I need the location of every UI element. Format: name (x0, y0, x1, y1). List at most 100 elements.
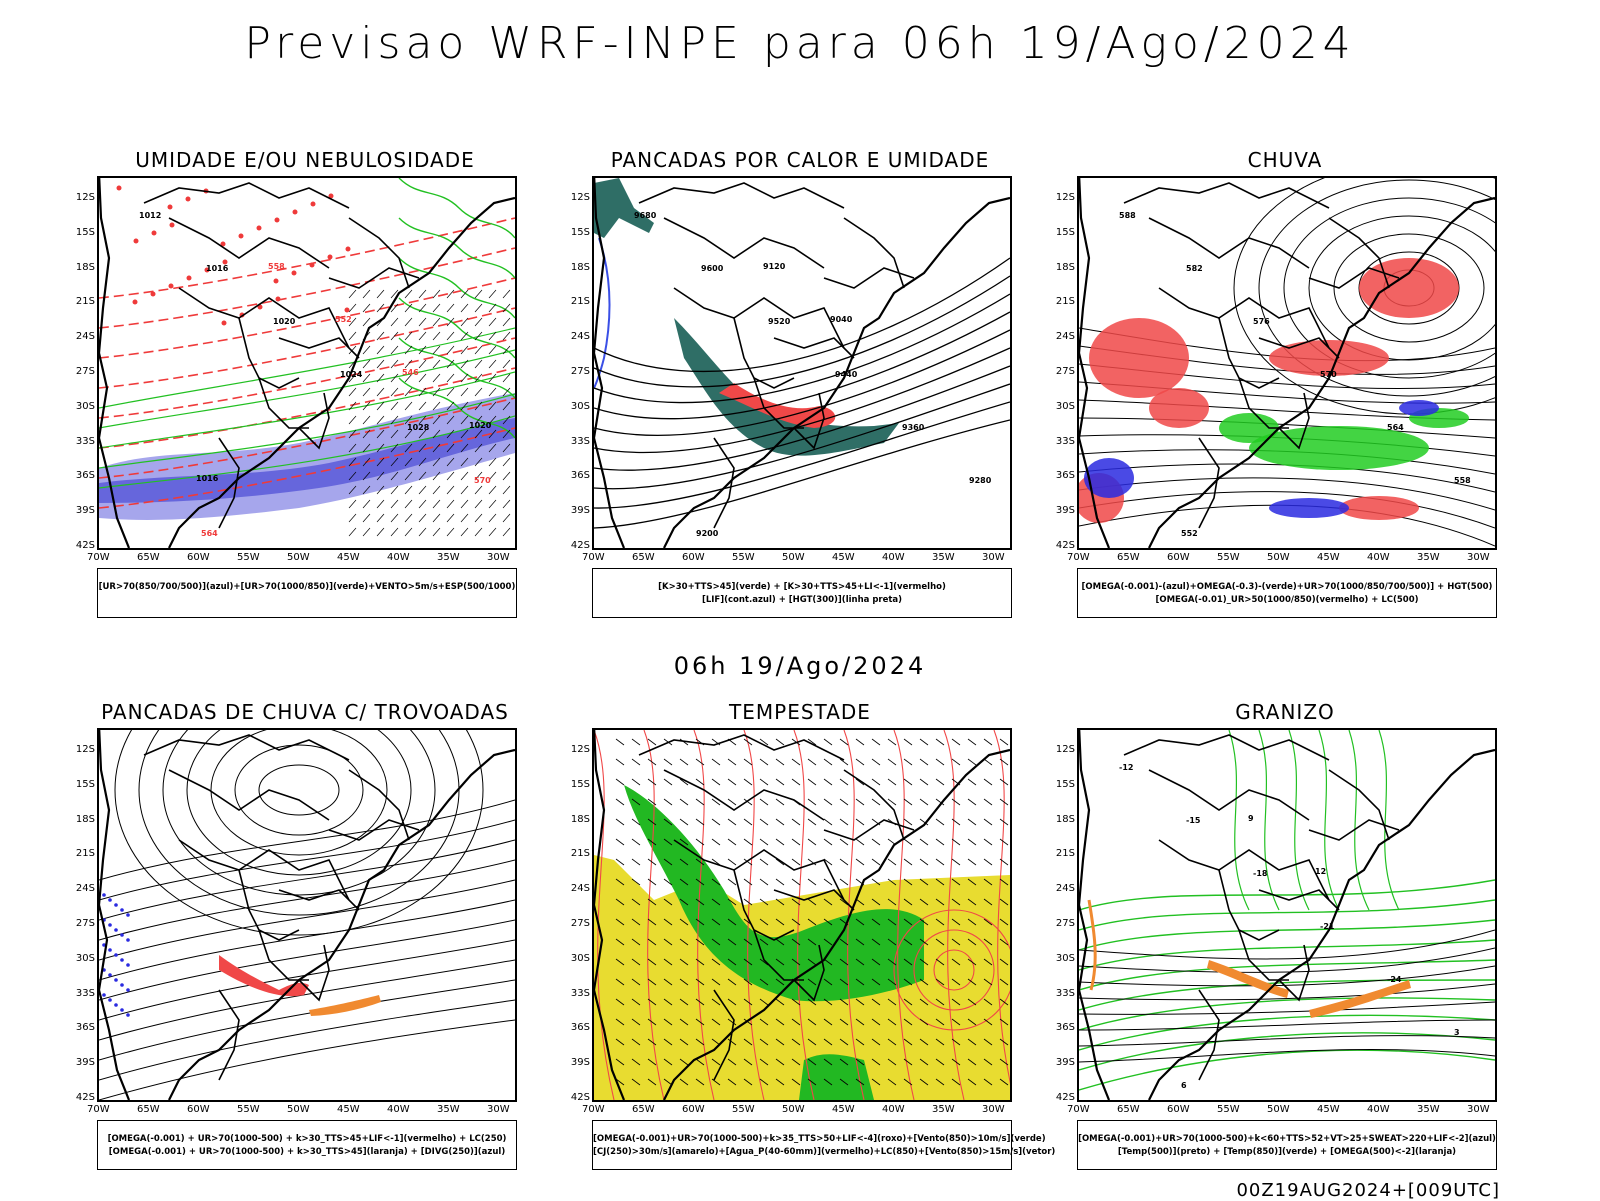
lon-tick-label: 45W (832, 552, 855, 563)
lon-tick-label: 30W (982, 1104, 1005, 1115)
lat-tick-label: 39S (1055, 505, 1075, 517)
contour-label: 1020 (273, 317, 296, 326)
contour-label: 570 (474, 476, 491, 485)
lon-tick-label: 30W (487, 1104, 510, 1115)
contour-label: 1024 (340, 370, 363, 379)
legend-line: [CJ(250)>30m/s](amarelo)+[Agua_P(40-60mm… (593, 1147, 1056, 1157)
lon-tick-label: 45W (1317, 552, 1340, 563)
contour-label: 1012 (139, 211, 161, 220)
legend-line: [LIF](cont.azul) + [HGT(300)](linha pret… (701, 595, 903, 605)
map-frame (97, 728, 517, 1102)
lat-tick-label: 30S (1055, 400, 1075, 412)
panel-title: TEMPESTADE (729, 700, 871, 724)
map-frame: 9680 9600 9520 9440 9360 9280 9200 9120 9040 (592, 176, 1012, 550)
contour-label: 9680 (634, 211, 657, 220)
lon-tick-label: 30W (487, 552, 510, 563)
lon-tick-label: 45W (1317, 1104, 1340, 1115)
lon-tick-label: 40W (387, 1104, 410, 1115)
contour-label: 576 (1253, 317, 1270, 326)
lat-tick-label: 36S (1055, 1022, 1075, 1034)
lat-tick-label: 33S (75, 435, 95, 447)
panel-title: GRANIZO (1235, 700, 1335, 724)
legend-line: [OMEGA(-0.001)+UR>70(1000-500)+k<60+TTS>… (1078, 1134, 1496, 1144)
lat-tick-label: 27S (75, 918, 95, 929)
contour-label: 552 (335, 315, 352, 324)
lon-tick-label: 65W (1117, 1104, 1140, 1115)
lon-tick-label: 50W (782, 552, 805, 563)
contour-label: 1020 (469, 421, 492, 430)
lat-tick-label: 39S (1055, 1057, 1075, 1069)
lon-tick-label: 70W (87, 1104, 110, 1115)
lat-tick-label: 18S (1055, 813, 1075, 825)
lon-tick-label: 70W (582, 552, 605, 563)
contour-label: -12 (1119, 763, 1133, 772)
contour-label: 1016 (196, 474, 219, 483)
lon-tick-label: 40W (1367, 552, 1390, 563)
lat-tick-label: 24S (1055, 883, 1075, 895)
contour-label: 9 (1248, 814, 1254, 823)
lat-tick-label: 36S (570, 1022, 590, 1034)
lat-tick-label: 24S (570, 883, 590, 895)
lat-tick-label: 39S (570, 505, 590, 517)
lat-tick-label: 33S (1055, 435, 1075, 447)
contour-label: 588 (1119, 211, 1136, 220)
lat-tick-label: 30S (570, 952, 590, 964)
lat-tick-label: 33S (75, 987, 95, 999)
lat-tick-label: 12S (570, 192, 590, 203)
lon-tick-label: 35W (932, 1104, 955, 1115)
lon-tick-label: 70W (87, 552, 110, 563)
lon-tick-label: 50W (782, 1104, 805, 1115)
lat-tick-label: 18S (75, 813, 95, 825)
map-plot: 588 582 576 570 564 558 552 (1079, 178, 1495, 548)
panel-legend: [K>30+TTS>45](verde) + [K>30+TTS>45+LI<-… (592, 568, 1012, 618)
lon-tick-label: 65W (632, 552, 655, 563)
legend-line: [OMEGA(-0.001)+UR>70(1000-500)+k>35_TTS>… (593, 1134, 1046, 1144)
lat-tick-label: 39S (75, 1057, 95, 1069)
lat-tick-label: 15S (1055, 226, 1075, 238)
lat-tick-label: 15S (570, 778, 590, 790)
lat-tick-label: 27S (1055, 918, 1075, 929)
lon-tick-label: 55W (237, 1104, 260, 1115)
contour-label: 546 (402, 368, 419, 377)
lat-tick-label: 21S (75, 296, 95, 308)
lon-tick-label: 65W (1117, 552, 1140, 563)
lat-tick-label: 30S (75, 400, 95, 412)
lat-tick-label: 21S (570, 296, 590, 308)
panel-legend: [UR>70(850/700/500)](azul)+[UR>70(1000/8… (97, 568, 517, 618)
lon-tick-label: 45W (337, 552, 360, 563)
lat-tick-label: 27S (570, 366, 590, 377)
lat-tick-label: 18S (570, 813, 590, 825)
contour-label: 564 (201, 529, 218, 538)
contour-label: 3 (1454, 1028, 1460, 1037)
lon-tick-label: 60W (187, 552, 210, 563)
lat-tick-label: 12S (75, 192, 95, 203)
lat-tick-label: 21S (1055, 296, 1075, 308)
lat-tick-label: 15S (75, 778, 95, 790)
lon-tick-label: 40W (882, 552, 905, 563)
lat-tick-label: 33S (1055, 987, 1075, 999)
lon-tick-label: 40W (1367, 1104, 1390, 1115)
lat-tick-label: 15S (75, 226, 95, 238)
lat-tick-label: 21S (1055, 848, 1075, 860)
lon-tick-label: 45W (832, 1104, 855, 1115)
lon-tick-label: 65W (137, 1104, 160, 1115)
panel-legend: [OMEGA(-0.001)+UR>70(1000-500)+k>35_TTS>… (592, 1120, 1056, 1170)
lat-tick-label: 30S (570, 400, 590, 412)
lat-tick-label: 24S (1055, 331, 1075, 343)
lon-tick-label: 60W (187, 1104, 210, 1115)
lat-tick-label: 27S (570, 918, 590, 929)
lat-tick-label: 39S (570, 1057, 590, 1069)
lon-tick-label: 35W (437, 552, 460, 563)
lat-tick-label: 24S (75, 883, 95, 895)
lat-tick-label: 39S (75, 505, 95, 517)
lon-tick-label: 60W (1167, 1104, 1190, 1115)
footer-run-label: 00Z19AUG2024+[009UTC] (1236, 1180, 1500, 1201)
map-plot: 9680 9600 9520 9440 9360 9280 9200 9120 9040 (594, 178, 1010, 548)
contour-label: 9360 (902, 423, 925, 432)
panel-chuva: CHUVA 588 582 576 570 564 558 552 12S 15S 18S 21S 24… (1056, 148, 1505, 628)
lon-tick-label: 35W (437, 1104, 460, 1115)
legend-line: [Temp(500)](preto) + [Temp(850)](verde) … (1117, 1147, 1457, 1157)
map-frame: -12 -15 -18 -21 -24 3 6 9 12 (1077, 728, 1497, 1102)
lat-tick-label: 42S (75, 1092, 95, 1103)
map-plot: -12 -15 -18 -21 -24 3 6 9 12 (1079, 730, 1495, 1100)
